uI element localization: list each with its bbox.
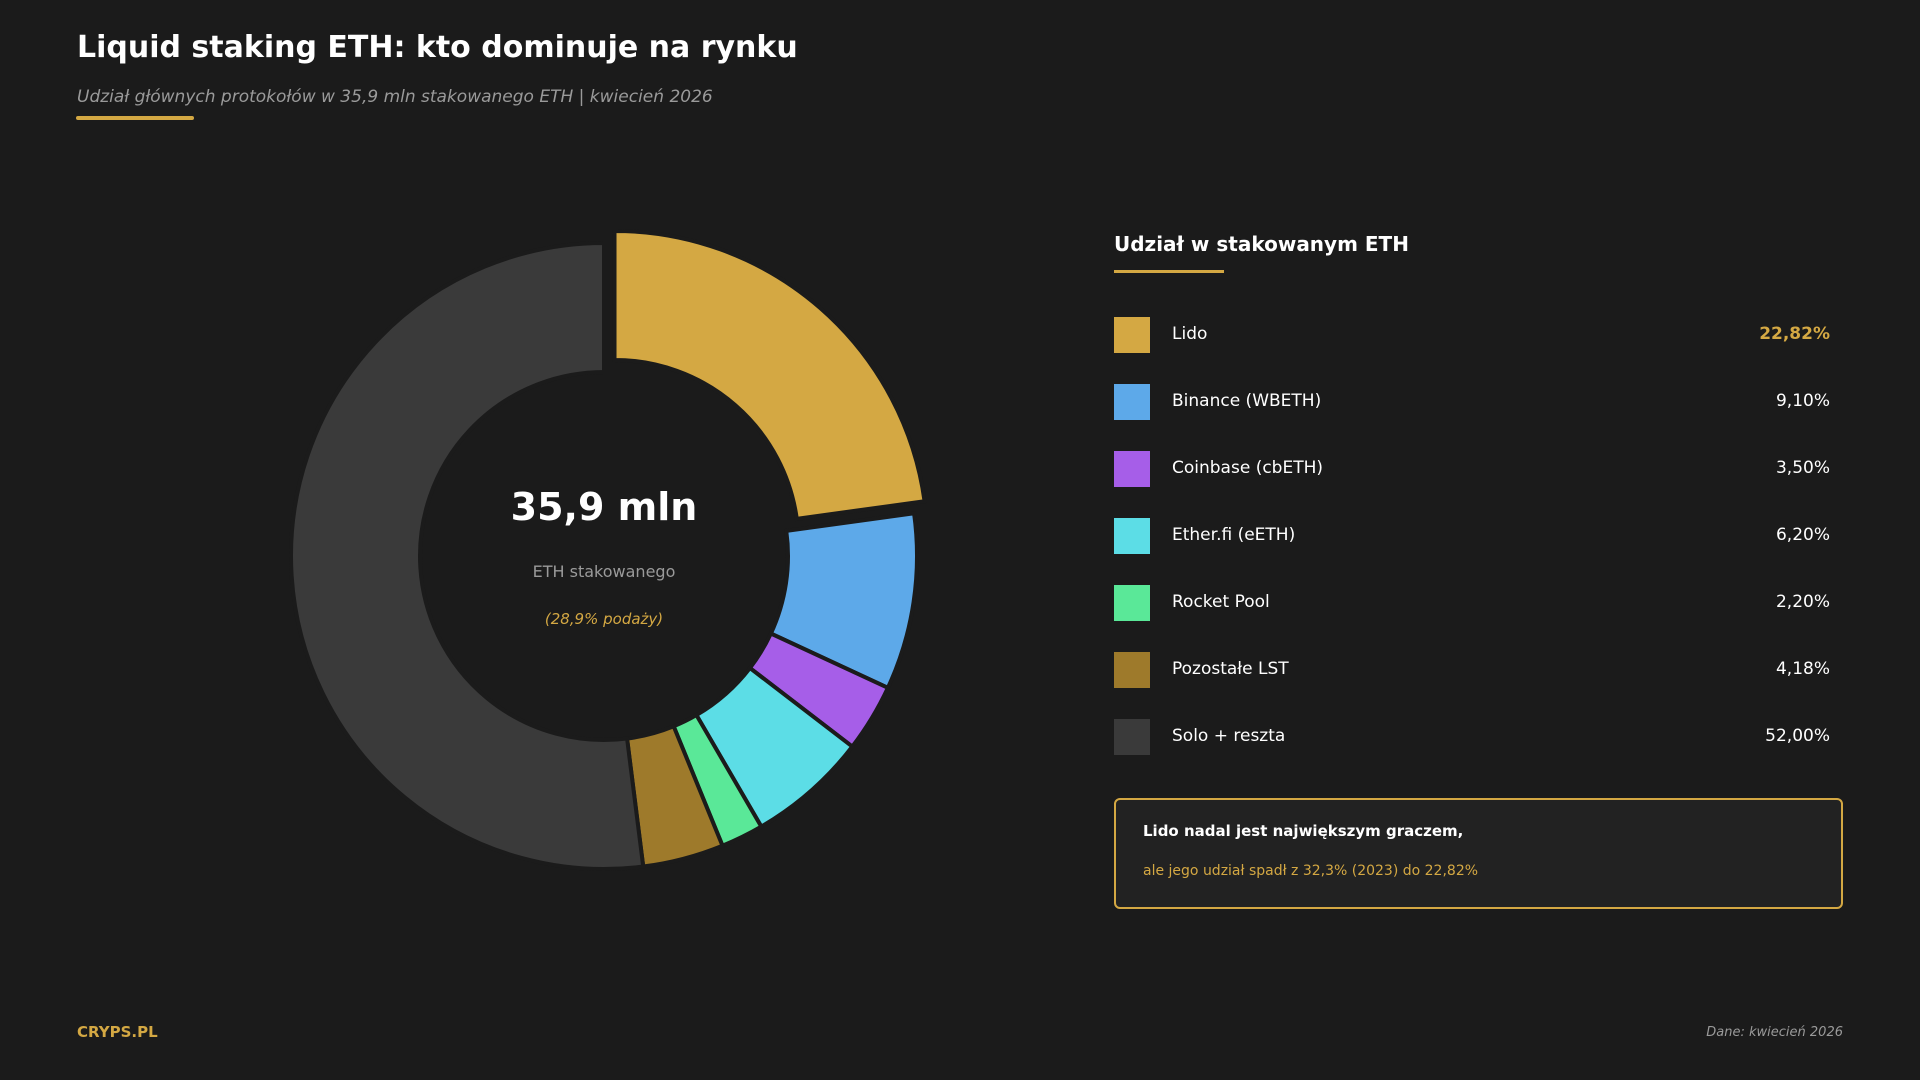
legend-value: 9,10% [1775, 391, 1830, 411]
legend-list: Lido 22,82% Binance (WBETH) 9,10% Coinbase (… [1114, 317, 1830, 786]
legend-value: 22,82% [1759, 324, 1830, 344]
insight-detail: ale jego udział spadł z 32,3% (2023) do … [1143, 863, 1479, 879]
legend-swatch [1114, 317, 1150, 353]
legend-value: 2,20% [1775, 592, 1830, 612]
legend-item-ether-fi-eeth: Ether.fi (eETH) 6,20% [1114, 518, 1830, 554]
page-subtitle: Udział głównych protokołów w 35,9 mln st… [77, 87, 713, 107]
page-title: Liquid staking ETH: kto dominuje na rynk… [77, 30, 798, 65]
legend-item-coinbase-cbeth: Coinbase (cbETH) 3,50% [1114, 451, 1830, 487]
donut-slices [289, 228, 927, 871]
legend-swatch [1114, 451, 1150, 487]
data-source-label: Dane: kwiecień 2026 [1706, 1025, 1843, 1040]
legend-label: Lido [1172, 324, 1208, 344]
legend-label: Binance (WBETH) [1172, 391, 1322, 411]
center-value: 35,9 mln [511, 485, 698, 529]
brand-label: CRYPS.PL [77, 1023, 158, 1041]
legend-value: 4,18% [1775, 659, 1830, 679]
donut-slice-solo-reszta [289, 240, 646, 871]
legend-swatch [1114, 652, 1150, 688]
legend-swatch [1114, 719, 1150, 755]
legend-label: Ether.fi (eETH) [1172, 525, 1296, 545]
center-label: ETH stakowanego [533, 562, 676, 581]
legend-item-rocket-pool: Rocket Pool 2,20% [1114, 585, 1830, 621]
legend-swatch [1114, 518, 1150, 554]
legend-item-binance-wbeth: Binance (WBETH) 9,10% [1114, 384, 1830, 420]
insight-headline: Lido nadal jest największym graczem, [1143, 822, 1464, 840]
legend-value: 6,20% [1775, 525, 1830, 545]
legend-label: Rocket Pool [1172, 592, 1270, 612]
legend-underline [1114, 270, 1224, 273]
legend-title: Udział w stakowanym ETH [1114, 232, 1409, 256]
legend-label: Coinbase (cbETH) [1172, 458, 1324, 478]
title-underline [76, 116, 194, 120]
legend-item-lido: Lido 22,82% [1114, 317, 1830, 353]
donut-chart: 35,9 mln ETH stakowanego (28,9% podaży) [289, 228, 927, 871]
legend-swatch [1114, 585, 1150, 621]
center-note: (28,9% podaży) [545, 610, 663, 628]
legend-swatch [1114, 384, 1150, 420]
legend-label: Pozostałe LST [1172, 659, 1289, 679]
donut-slice-lido [612, 228, 927, 522]
legend-value: 3,50% [1775, 458, 1830, 478]
insight-box: Lido nadal jest największym graczem, ale… [1114, 798, 1843, 909]
legend-item-solo-reszta: Solo + reszta 52,00% [1114, 719, 1830, 755]
legend-item-pozosta-e-lst: Pozostałe LST 4,18% [1114, 652, 1830, 688]
legend-label: Solo + reszta [1172, 726, 1286, 746]
legend-value: 52,00% [1765, 726, 1830, 746]
